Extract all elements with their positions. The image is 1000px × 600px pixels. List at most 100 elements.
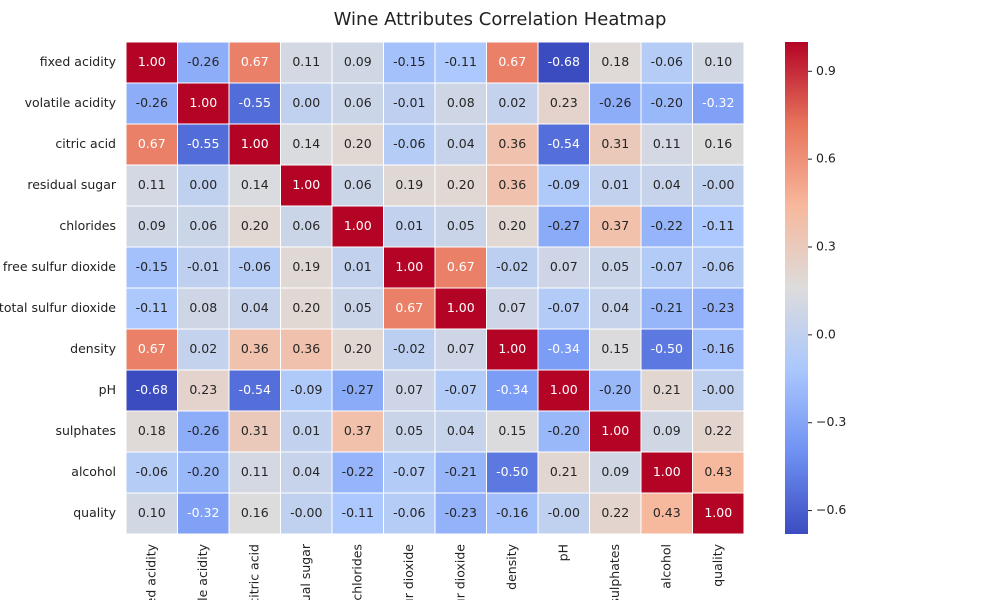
- heatmap-cell: [280, 82, 333, 125]
- heatmap-cell: [589, 246, 642, 289]
- heatmap-cell: [177, 410, 230, 453]
- y-tick-label: volatile acidity: [25, 95, 117, 110]
- heatmap-cell: [640, 410, 693, 453]
- cell-label: -0.26: [187, 423, 219, 438]
- heatmap-cell: [280, 246, 333, 289]
- x-tick-label: alcohol: [658, 544, 673, 589]
- y-tick-label: fixed acidity: [40, 54, 117, 69]
- heatmap-cell: [280, 410, 333, 453]
- cell-label: -0.32: [187, 505, 219, 520]
- heatmap-cell: [331, 287, 384, 330]
- colorbar-tick-label: 0.3: [816, 239, 836, 254]
- cell-label: 0.43: [704, 464, 732, 479]
- heatmap-cell: [537, 246, 590, 289]
- heatmap-cell: [125, 164, 178, 207]
- cell-label: 0.16: [241, 505, 269, 520]
- y-tick-label: chlorides: [59, 218, 116, 233]
- cell-label: 0.01: [292, 423, 320, 438]
- cell-label: -0.07: [445, 382, 477, 397]
- cell-label: -0.00: [290, 505, 322, 520]
- cell-label: 0.05: [601, 259, 629, 274]
- cell-label: 0.04: [447, 136, 475, 151]
- heatmap-cell: [537, 287, 590, 330]
- heatmap-cell: [125, 287, 178, 330]
- cell-label: 0.06: [292, 218, 320, 233]
- heatmap-cell: [486, 451, 539, 494]
- heatmap-cell: [692, 410, 745, 453]
- cell-label: 0.01: [344, 259, 372, 274]
- heatmap-cell: [434, 410, 487, 453]
- heatmap-cell: [383, 369, 436, 412]
- cell-label: -0.55: [239, 95, 271, 110]
- heatmap-cell: [486, 41, 539, 84]
- x-tick-label: free sulfur dioxide: [401, 544, 416, 600]
- cell-label: 0.09: [601, 464, 629, 479]
- cell-label: 0.08: [447, 95, 475, 110]
- heatmap-cell: [692, 246, 745, 289]
- cell-label: -0.07: [548, 300, 580, 315]
- y-tick-label: quality: [73, 505, 116, 520]
- cell-label: 0.08: [189, 300, 217, 315]
- heatmap-cell: [640, 164, 693, 207]
- cell-label: -0.27: [548, 218, 580, 233]
- cell-label: 0.21: [550, 464, 578, 479]
- cell-label: 1.00: [498, 341, 526, 356]
- cell-label: 0.67: [447, 259, 475, 274]
- cell-label: -0.06: [393, 505, 425, 520]
- cell-label: 0.11: [653, 136, 681, 151]
- x-tick-label: citric acid: [246, 544, 261, 600]
- cell-label: 0.31: [601, 136, 629, 151]
- cell-label: 0.09: [344, 54, 372, 69]
- cell-label: 0.11: [241, 464, 269, 479]
- cell-label: 0.36: [498, 177, 526, 192]
- cell-label: -0.54: [548, 136, 580, 151]
- cell-label: 0.10: [138, 505, 166, 520]
- heatmap-cell: [434, 164, 487, 207]
- cell-label: -0.50: [651, 341, 683, 356]
- cell-label: -0.68: [136, 382, 168, 397]
- cell-label: 0.02: [189, 341, 217, 356]
- cell-label: 0.10: [704, 54, 732, 69]
- cell-label: -0.11: [342, 505, 374, 520]
- cell-label: 1.00: [241, 136, 269, 151]
- colorbar-tick-label: −0.3: [816, 414, 846, 429]
- cell-label: 0.04: [241, 300, 269, 315]
- x-tick-label: pH: [555, 544, 570, 561]
- cell-label: 1.00: [395, 259, 423, 274]
- cell-label: -0.21: [651, 300, 683, 315]
- cell-label: 0.02: [498, 95, 526, 110]
- cell-label: -0.07: [393, 464, 425, 479]
- y-tick-label: pH: [99, 382, 116, 397]
- cell-label: 1.00: [189, 95, 217, 110]
- cell-label: -0.09: [290, 382, 322, 397]
- cell-label: -0.34: [548, 341, 580, 356]
- heatmap-cell: [383, 246, 436, 289]
- heatmap-cell: [486, 410, 539, 453]
- cell-label: -0.11: [445, 54, 477, 69]
- cell-label: -0.54: [239, 382, 271, 397]
- cell-label: 0.18: [138, 423, 166, 438]
- heatmap-cell: [177, 287, 230, 330]
- cell-label: -0.06: [136, 464, 168, 479]
- heatmap-cell: [589, 410, 642, 453]
- heatmap-cell: [640, 369, 693, 412]
- cell-label: 0.05: [395, 423, 423, 438]
- cell-label: 0.23: [550, 95, 578, 110]
- heatmap-cell: [434, 451, 487, 494]
- cell-label: 1.00: [601, 423, 629, 438]
- y-tick-label: citric acid: [55, 136, 116, 151]
- heatmap-cell: [228, 205, 281, 248]
- heatmap-cell: [434, 205, 487, 248]
- heatmap-cell: [434, 328, 487, 371]
- cell-label: 0.19: [395, 177, 423, 192]
- heatmap-cell: [331, 492, 384, 535]
- heatmap-cell: [640, 205, 693, 248]
- cell-label: 0.20: [344, 341, 372, 356]
- heatmap-cell: [177, 205, 230, 248]
- heatmap-cell: [228, 123, 281, 166]
- heatmap-cell: [177, 82, 230, 125]
- x-tick-label: density: [504, 543, 519, 589]
- cell-label: 0.37: [344, 423, 372, 438]
- cell-label: 0.31: [241, 423, 269, 438]
